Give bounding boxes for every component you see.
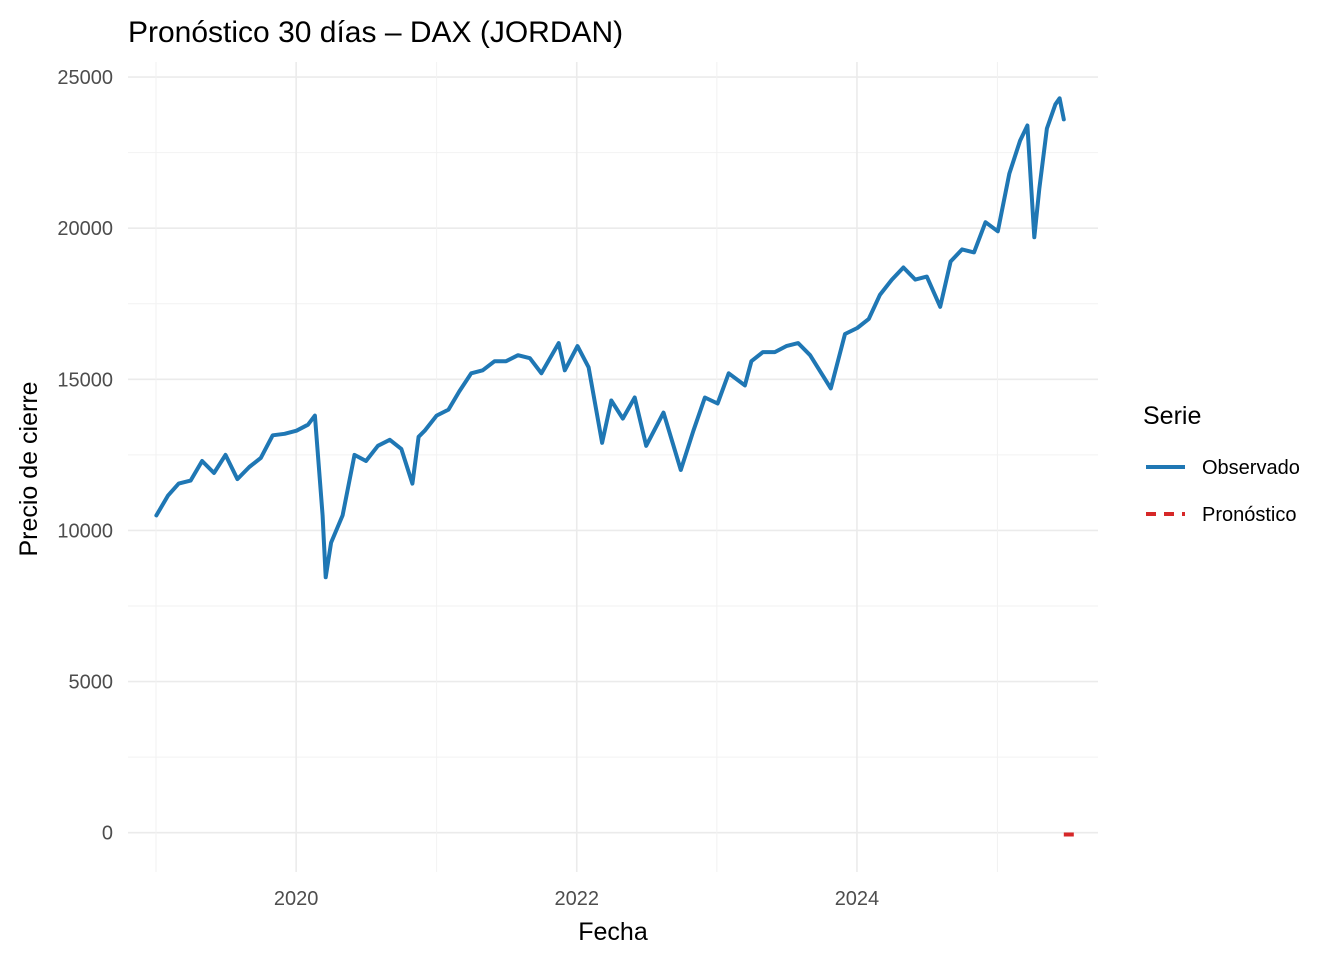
x-axis-ticks: 2020 2022 2024 [274,888,879,910]
legend: Serie Observado Pronóstico [1143,402,1300,526]
x-tick-label: 2024 [835,888,880,910]
y-tick-label: 10000 [57,520,113,542]
y-axis-title: Precio de cierre [15,381,43,556]
y-axis-ticks: 0 5000 10000 15000 20000 25000 [57,67,113,845]
legend-label-observado: Observado [1202,457,1300,479]
chart-title: Pronóstico 30 días – DAX (JORDAN) [128,16,623,49]
legend-label-pronostico: Pronóstico [1202,504,1297,526]
gridlines [128,62,1098,872]
series-line-observado [154,96,1066,580]
y-tick-label: 5000 [69,672,114,694]
y-tick-label: 15000 [57,369,113,391]
x-axis-title: Fecha [578,918,648,946]
y-tick-label: 20000 [57,218,113,240]
x-tick-label: 2022 [554,888,599,910]
x-tick-label: 2020 [274,888,319,910]
y-tick-label: 25000 [57,67,113,89]
y-tick-label: 0 [102,823,113,845]
legend-title: Serie [1143,402,1201,430]
series-lines [154,96,1075,837]
